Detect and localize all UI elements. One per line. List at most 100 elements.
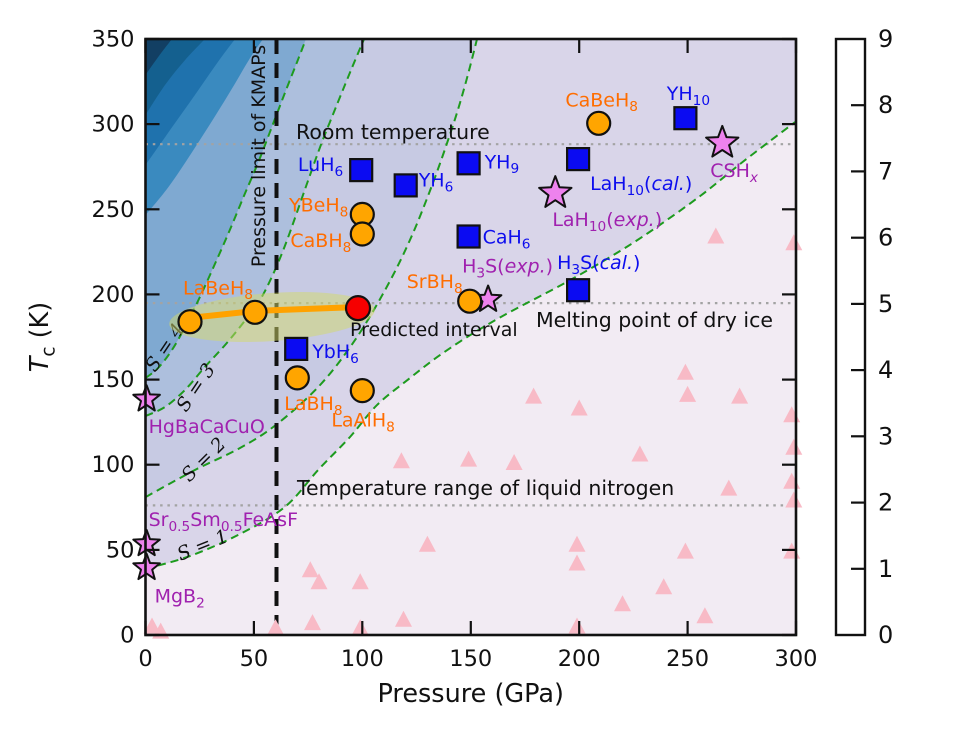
x-tick-label: 250 bbox=[666, 646, 709, 672]
triangle-marker bbox=[785, 491, 803, 508]
contour-s1 bbox=[145, 121, 796, 570]
label-hgbacacuo: HgBaCaCuO bbox=[149, 416, 265, 438]
contour-lines bbox=[145, 39, 796, 570]
circle-marker-labeh8 bbox=[242, 299, 268, 325]
y-tick-label: 150 bbox=[92, 367, 135, 393]
label-ybeh8: YBeH8 bbox=[288, 194, 348, 220]
label-cabh8: CaBH8 bbox=[290, 230, 351, 256]
label-ybh6: YbH6 bbox=[311, 341, 359, 367]
label-predicted-interval: Predicted interval bbox=[350, 319, 518, 341]
label-yh9: YH9 bbox=[484, 151, 520, 177]
label-h3sexp: H3S(exp.) bbox=[462, 256, 553, 282]
colorbar-tick-label: 4 bbox=[878, 356, 893, 384]
y-tick-label: 100 bbox=[92, 452, 135, 478]
triangle-marker bbox=[696, 607, 714, 624]
kmap-limit-label: Pressure limit of KMAPs bbox=[248, 45, 270, 267]
circle-points bbox=[177, 110, 612, 404]
label-labh8: LaBH8 bbox=[284, 393, 342, 419]
circle-marker-labh8b bbox=[177, 309, 203, 335]
label-cah6: CaH6 bbox=[483, 227, 531, 253]
y-tick-label: 0 bbox=[120, 623, 134, 649]
square-marker-ybh6 bbox=[284, 336, 309, 361]
predicted-point bbox=[344, 295, 372, 322]
ref-label-room: Room temperature bbox=[296, 120, 490, 144]
triangle-marker bbox=[392, 452, 410, 469]
colorbar-tick-label: 7 bbox=[878, 157, 893, 185]
square-marker-luh6 bbox=[349, 158, 374, 183]
colorbar-tick-label: 1 bbox=[878, 555, 893, 583]
label-lah10cal: LaH10(cal.) bbox=[590, 173, 692, 199]
colorbar-tick-label: 8 bbox=[878, 91, 893, 119]
contour-s3 bbox=[145, 39, 366, 417]
triangle-marker bbox=[731, 387, 749, 404]
square-marker-lah10cal bbox=[565, 147, 591, 172]
x-tick-label: 200 bbox=[558, 646, 601, 672]
y-tick-label: 200 bbox=[92, 282, 135, 308]
band-8 bbox=[145, 39, 172, 75]
triangle-marker bbox=[301, 561, 319, 578]
y-tick-label: 250 bbox=[92, 197, 135, 223]
x-tick-label: 100 bbox=[341, 646, 384, 672]
triangle-marker bbox=[568, 535, 586, 552]
square-marker-yh9 bbox=[456, 151, 481, 176]
colorbar-tick-label: 5 bbox=[878, 290, 893, 318]
band-7 bbox=[145, 39, 205, 115]
y-axis-title: Tc (K) bbox=[25, 302, 60, 372]
contour-s4 bbox=[145, 39, 307, 379]
x-tick-label: 300 bbox=[775, 646, 818, 672]
axes: 0 50 100 150 200 250 300 0 50 100 150 200 250 300 350 P… bbox=[25, 27, 817, 710]
square-marker-h3scal bbox=[565, 278, 591, 303]
x-tick-label: 0 bbox=[138, 646, 152, 672]
colorbar-tick-label: 0 bbox=[878, 621, 893, 649]
triangle-marker bbox=[568, 554, 586, 571]
colorbar-tick-label: 9 bbox=[878, 25, 893, 53]
triangle-marker bbox=[351, 619, 369, 636]
x-axis-title: Pressure (GPa) bbox=[377, 679, 564, 709]
triangle-marker bbox=[676, 363, 694, 380]
star-marker-lah10exp bbox=[538, 175, 573, 208]
x-tick-label: 150 bbox=[449, 646, 492, 672]
reference-lines bbox=[145, 143, 796, 507]
triangle-marker bbox=[785, 438, 803, 455]
triangle-marker bbox=[568, 617, 586, 634]
circle-marker-cabh8 bbox=[349, 221, 375, 247]
colorbar-tick-label: 3 bbox=[878, 422, 893, 450]
square-marker-cah6 bbox=[456, 224, 481, 249]
label-yh6: YH6 bbox=[418, 169, 454, 195]
colorbar-frame bbox=[834, 37, 867, 637]
triangle-marker bbox=[570, 399, 588, 416]
triangle-marker bbox=[631, 445, 649, 462]
x-tick-label: 50 bbox=[240, 646, 269, 672]
triangle-marker bbox=[304, 614, 321, 631]
triangle-marker bbox=[676, 542, 694, 559]
y-tick-label: 350 bbox=[92, 27, 135, 53]
square-marker-yh10 bbox=[673, 106, 698, 131]
circle-marker-labh8 bbox=[284, 365, 310, 391]
label-h3scal: H3S(cal.) bbox=[557, 252, 640, 278]
label-sr05sm05feasf: Sr0.5Sm0.5FeAsF bbox=[149, 509, 298, 535]
label-luh6: LuH6 bbox=[298, 154, 343, 180]
label-labeh8: LaBeH8 bbox=[183, 277, 253, 303]
circle-marker-srbh8 bbox=[457, 288, 483, 314]
label-lah10exp: LaH10(exp.) bbox=[552, 209, 662, 235]
colorbar-tick-label: 6 bbox=[878, 224, 893, 252]
ref-label-temperature: Temperature range of liquid nitrogen bbox=[296, 476, 674, 500]
circle-marker-laalh8 bbox=[349, 378, 375, 404]
label-mgb2: MgB2 bbox=[155, 586, 205, 612]
triangle-marker bbox=[785, 234, 803, 251]
label-cshx: CSHx bbox=[710, 160, 759, 186]
triangle-marker bbox=[614, 595, 631, 612]
triangle-marker bbox=[395, 610, 412, 627]
triangle-marker bbox=[505, 454, 523, 470]
star-marker-cshx bbox=[705, 124, 740, 158]
square-marker-yh6 bbox=[393, 173, 418, 198]
colorbar-tick-label: 2 bbox=[878, 489, 893, 517]
y-tick-label: 50 bbox=[106, 537, 135, 563]
point-labels: LuH6 YH6 YH9 LaH10(cal.) YH10 CaH6 H3S(cal.) Yb… bbox=[149, 83, 759, 611]
label-laalh8: LaAlH8 bbox=[331, 410, 395, 436]
triangle-marker bbox=[351, 573, 369, 590]
triangle-marker bbox=[418, 535, 436, 552]
square-points bbox=[284, 106, 698, 361]
ref-label-melting: Melting point of dry ice bbox=[536, 308, 773, 332]
